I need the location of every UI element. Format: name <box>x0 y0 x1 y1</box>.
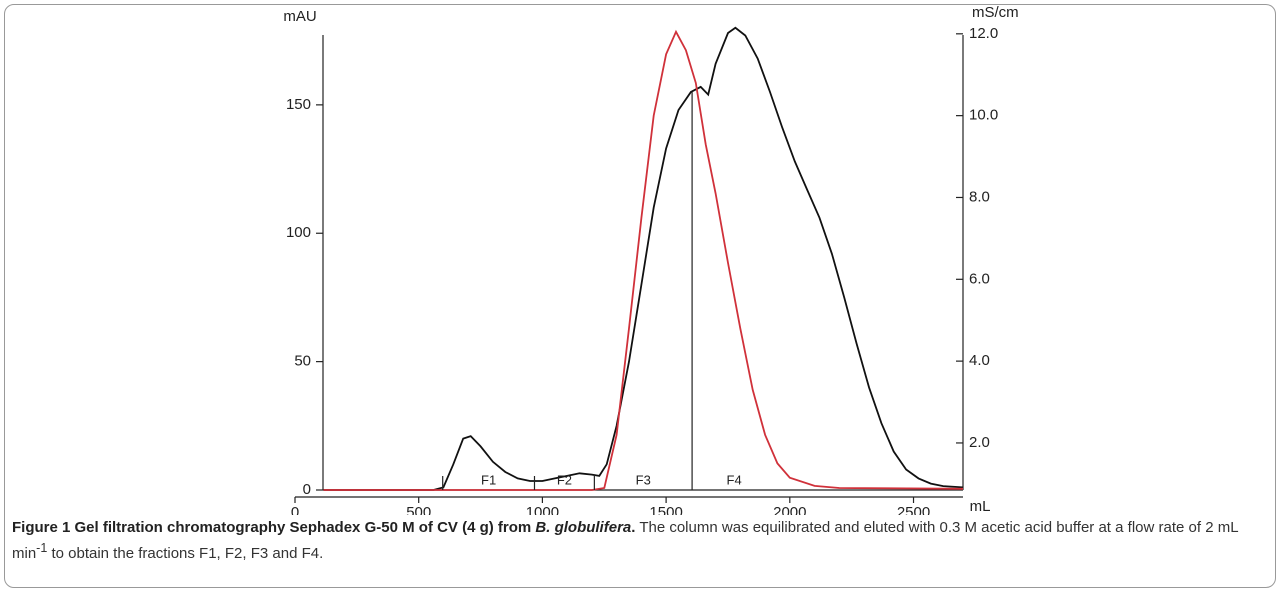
fraction-label: F3 <box>636 472 651 487</box>
caption-sup: -1 <box>36 541 48 555</box>
x-tick-label: 1000 <box>526 504 559 515</box>
y-tick-label: 150 <box>286 96 311 113</box>
caption-text: The column was equilibrated and eluted w… <box>12 519 1238 562</box>
y2-tick-label: 6.0 <box>969 270 990 287</box>
y-tick-label: 0 <box>303 481 311 498</box>
series-line <box>323 29 964 491</box>
fraction-label: F4 <box>727 472 742 487</box>
y2-tick-label: 4.0 <box>969 352 990 369</box>
chart: mAU mS/cm mL 0 50 100 150 2.0 4.0 6.0 8.0 10.0 12.0 0… <box>283 4 1019 515</box>
x-tick-label: 2500 <box>897 504 930 515</box>
y2-tick-label: 8.0 <box>969 188 990 205</box>
caption: Figure 1 Gel filtration chromatography S… <box>12 518 1262 564</box>
caption-bold: Figure 1 Gel filtration chromatography S… <box>12 519 536 536</box>
y2-tick-label: 2.0 <box>969 434 990 451</box>
y2-axis-label: mS/cm <box>972 4 1019 21</box>
y2-tick-label: 10.0 <box>969 107 998 124</box>
series-line <box>323 26 964 491</box>
caption-text: to obtain the fractions F1, F2, F3 and F… <box>47 545 324 562</box>
y-tick-label: 50 <box>294 353 311 370</box>
x-tick-label: 0 <box>291 504 299 515</box>
caption-species: B. globulifera <box>535 519 632 536</box>
fraction-label: F1 <box>481 472 496 487</box>
y2-tick-label: 12.0 <box>969 25 998 42</box>
x-axis-label: mL <box>970 498 991 515</box>
fraction-label: F2 <box>557 472 572 487</box>
y-tick-label: 100 <box>286 224 311 241</box>
caption-bold-end: . <box>631 519 636 536</box>
x-tick-label: 500 <box>406 504 431 515</box>
y-axis-label: mAU <box>283 8 316 25</box>
x-tick-label: 2000 <box>773 504 806 515</box>
figure-frame <box>4 4 1276 588</box>
x-tick-label: 1500 <box>649 504 682 515</box>
